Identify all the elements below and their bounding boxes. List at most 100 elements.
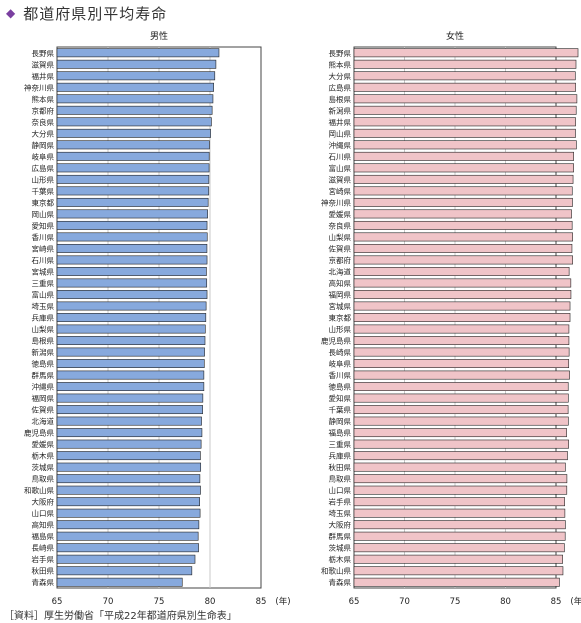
male-bar [56,140,210,150]
male-bar [56,71,216,81]
male-category-label: 秋田県 [32,566,55,576]
female-bar [353,336,570,345]
female-bar [353,255,573,265]
female-category-label: 愛知県 [329,393,352,403]
male-category-label: 栃木県 [32,451,55,461]
male-category-label: 福岡県 [32,394,55,403]
female-bar [353,520,566,530]
male-bar [56,105,213,115]
male-bar [56,220,208,230]
male-category-label: 石川県 [32,256,55,265]
male-bar [56,255,208,265]
female-bar [353,174,574,184]
male-bar [56,347,205,357]
male-bar [56,243,208,253]
male-bar [56,117,212,127]
male-bar [56,382,205,392]
male-bar [56,451,201,461]
male-category-label: 富山県 [32,289,55,299]
male-category-label: 愛知県 [32,220,55,230]
male-bar [56,48,220,58]
female-category-label: 三重県 [329,440,352,449]
female-category-label: 栃木県 [329,554,352,564]
female-bar [353,485,568,495]
male-category-label: 福島県 [32,531,55,541]
male-bar [56,462,202,472]
male-bar [56,336,206,345]
male-bar [56,520,200,530]
male-bar [56,267,207,276]
female-panel-title: 女性 [446,30,464,42]
male-category-label: 佐賀県 [32,405,55,415]
male-category-label: 宮崎県 [32,243,55,253]
male-bar [56,428,203,438]
female-category-label: 神奈川県 [321,197,351,207]
female-bar [353,474,568,484]
female-category-label: 岐阜県 [329,359,352,369]
female-tick-label: 75 [450,597,461,607]
male-bar [56,497,200,507]
female-bar [353,554,563,564]
male-category-label: 兵庫県 [32,313,55,323]
female-bar [353,117,576,127]
female-category-label: 大分県 [329,71,352,81]
female-category-label: 和歌山県 [321,566,351,576]
female-category-label: 宮崎県 [329,186,352,196]
male-tick-label: 80 [205,597,216,607]
male-bar [56,59,217,69]
female-tick-label: 85 [551,597,562,607]
female-bar [353,48,579,58]
male-tick-label: 85 [256,597,267,607]
male-bar [56,278,208,288]
female-chart-panel: 女性長野県熊本県大分県広島県島根県新潟県福井県岡山県沖縄県石川県富山県滋賀県宮崎… [321,30,581,607]
female-category-label: 新潟県 [329,105,352,115]
diamond-bullet-icon: ◆ [6,6,16,20]
male-category-label: 鹿児島県 [24,428,54,438]
male-category-label: 鳥取県 [32,474,55,484]
male-category-label: 宮城県 [32,266,55,276]
male-category-label: 東京都 [32,197,55,207]
male-bar [56,324,206,334]
female-bar [353,151,574,161]
female-category-label: 山梨県 [329,232,352,242]
female-bar [353,71,576,81]
female-category-label: 秋田県 [329,462,352,472]
female-category-label: 石川県 [329,152,352,161]
female-category-label: 沖縄県 [329,140,352,150]
female-bar [353,497,565,507]
male-bar [56,209,208,219]
female-bar [353,577,560,587]
female-bar [353,313,571,322]
female-bar [353,209,572,219]
female-category-label: 鳥取県 [329,474,352,484]
female-category-label: 広島県 [329,82,352,92]
male-category-label: 岡山県 [32,209,55,219]
female-category-label: 岡山県 [329,128,352,138]
male-category-label: 奈良県 [32,117,55,127]
male-bar [56,186,210,196]
male-category-label: 千葉県 [32,186,55,196]
male-unit-label: (年) [275,596,290,607]
male-category-label: 埼玉県 [32,301,55,311]
male-bar [56,554,196,564]
female-bar [353,140,577,150]
female-bar [353,290,572,299]
female-category-label: 富山県 [329,163,352,173]
female-bar [353,243,573,253]
male-bar [56,405,203,415]
female-bar [353,278,572,288]
male-category-label: 北海道 [32,416,55,426]
male-bar [56,82,214,92]
male-category-label: 大分県 [32,128,55,138]
female-category-label: 宮城県 [329,301,352,311]
male-bar [56,174,210,184]
male-category-label: 岩手県 [32,554,55,564]
male-category-label: 広島県 [32,163,55,173]
female-bar [353,508,566,518]
male-category-label: 青森県 [32,577,55,587]
male-chart-panel: 男性長野県滋賀県福井県神奈川県熊本県京都府奈良県大分県静岡県岐阜県広島県山形県千… [24,30,291,607]
male-bar [56,128,211,138]
female-bar [353,163,574,173]
male-category-label: 滋賀県 [32,59,55,69]
